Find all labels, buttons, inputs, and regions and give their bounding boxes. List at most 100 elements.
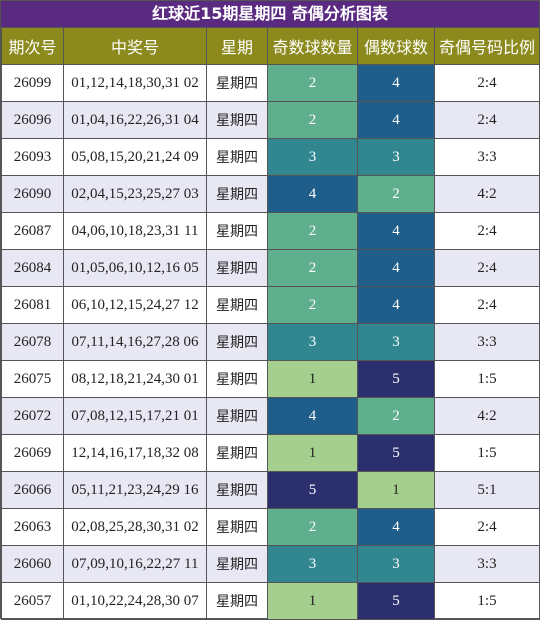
cell: 1 [267, 582, 358, 620]
data-row: 26066 05,11,21,23,24,29 16 星期四 5 1 5:1 [1, 471, 540, 509]
cell: 4 [357, 101, 435, 139]
cell: 2 [357, 397, 435, 435]
cell: 星期四 [206, 545, 268, 583]
cell: 26099 [1, 64, 64, 102]
cell: 05,11,21,23,24,29 16 [63, 471, 207, 509]
cell: 08,12,18,21,24,30 01 [63, 360, 207, 398]
cell: 3 [267, 138, 358, 176]
cell: 2:4 [434, 249, 540, 287]
cell: 星期四 [206, 323, 268, 361]
cell: 星期四 [206, 175, 268, 213]
cell: 01,05,06,10,12,16 05 [63, 249, 207, 287]
cell: 星期四 [206, 397, 268, 435]
cell: 5 [357, 434, 435, 472]
cell: 05,08,15,20,21,24 09 [63, 138, 207, 176]
cell: 1:5 [434, 434, 540, 472]
odd-even-table: 期次号 中奖号 星期 奇数球数量 偶数球数 奇偶号码比例 26099 01,12,14,18… [1, 27, 540, 620]
header-cell: 奇偶号码比例 [434, 27, 540, 65]
data-row: 26075 08,12,18,21,24,30 01 星期四 1 5 1:5 [1, 360, 540, 398]
cell: 星期四 [206, 64, 268, 102]
cell: 26075 [1, 360, 64, 398]
cell: 4 [357, 249, 435, 287]
data-row: 26093 05,08,15,20,21,24 09 星期四 3 3 3:3 [1, 138, 540, 176]
cell: 01,12,14,18,30,31 02 [63, 64, 207, 102]
cell: 2 [357, 175, 435, 213]
cell: 星期四 [206, 249, 268, 287]
data-row: 26090 02,04,15,23,25,27 03 星期四 4 2 4:2 [1, 175, 540, 213]
cell: 02,04,15,23,25,27 03 [63, 175, 207, 213]
header-cell: 奇数球数量 [267, 27, 358, 65]
cell: 2 [267, 286, 358, 324]
cell: 星期四 [206, 434, 268, 472]
cell: 2 [267, 508, 358, 546]
cell: 4 [357, 508, 435, 546]
cell: 2:4 [434, 64, 540, 102]
cell: 1 [267, 360, 358, 398]
cell: 星期四 [206, 138, 268, 176]
cell: 星期四 [206, 286, 268, 324]
cell: 3:3 [434, 138, 540, 176]
cell: 4 [267, 175, 358, 213]
cell: 3:3 [434, 545, 540, 583]
cell: 26087 [1, 212, 64, 250]
data-row: 26084 01,05,06,10,12,16 05 星期四 2 4 2:4 [1, 249, 540, 287]
cell: 1:5 [434, 360, 540, 398]
cell: 07,11,14,16,27,28 06 [63, 323, 207, 361]
data-row: 26072 07,08,12,15,17,21 01 星期四 4 2 4:2 [1, 397, 540, 435]
cell: 26084 [1, 249, 64, 287]
cell: 07,08,12,15,17,21 01 [63, 397, 207, 435]
cell: 2 [267, 101, 358, 139]
cell: 07,09,10,16,22,27 11 [63, 545, 207, 583]
cell: 2:4 [434, 101, 540, 139]
cell: 4 [267, 397, 358, 435]
cell: 星期四 [206, 360, 268, 398]
cell: 3 [357, 323, 435, 361]
cell: 5 [357, 360, 435, 398]
cell: 星期四 [206, 508, 268, 546]
cell: 4:2 [434, 397, 540, 435]
cell: 1 [357, 471, 435, 509]
cell: 12,14,16,17,18,32 08 [63, 434, 207, 472]
cell: 3 [357, 138, 435, 176]
data-row: 26063 02,08,25,28,30,31 02 星期四 2 4 2:4 [1, 508, 540, 546]
cell: 01,10,22,24,28,30 07 [63, 582, 207, 620]
cell: 2:4 [434, 212, 540, 250]
cell: 星期四 [206, 471, 268, 509]
cell: 26093 [1, 138, 64, 176]
cell: 5 [357, 582, 435, 620]
cell: 26060 [1, 545, 64, 583]
data-row: 26087 04,06,10,18,23,31 11 星期四 2 4 2:4 [1, 212, 540, 250]
cell: 3 [357, 545, 435, 583]
data-row: 26060 07,09,10,16,22,27 11 星期四 3 3 3:3 [1, 545, 540, 583]
data-row: 26078 07,11,14,16,27,28 06 星期四 3 3 3:3 [1, 323, 540, 361]
cell: 26081 [1, 286, 64, 324]
cell: 2:4 [434, 286, 540, 324]
header-row: 期次号 中奖号 星期 奇数球数量 偶数球数 奇偶号码比例 [1, 27, 540, 65]
cell: 26069 [1, 434, 64, 472]
cell: 星期四 [206, 101, 268, 139]
cell: 1:5 [434, 582, 540, 620]
header-cell: 偶数球数 [357, 27, 435, 65]
data-row: 26057 01,10,22,24,28,30 07 星期四 1 5 1:5 [1, 582, 540, 620]
cell: 2:4 [434, 508, 540, 546]
cell: 2 [267, 249, 358, 287]
cell: 3 [267, 545, 358, 583]
header-cell: 中奖号 [63, 27, 207, 65]
cell: 2 [267, 64, 358, 102]
cell: 3:3 [434, 323, 540, 361]
cell: 3 [267, 323, 358, 361]
cell: 26057 [1, 582, 64, 620]
cell: 星期四 [206, 582, 268, 620]
cell: 04,06,10,18,23,31 11 [63, 212, 207, 250]
header-cell: 期次号 [1, 27, 64, 65]
title: 红球近15期星期四 奇偶分析图表 [1, 1, 539, 27]
cell: 26066 [1, 471, 64, 509]
data-row: 26099 01,12,14,18,30,31 02 星期四 2 4 2:4 [1, 64, 540, 102]
cell: 01,04,16,22,26,31 04 [63, 101, 207, 139]
cell: 1 [267, 434, 358, 472]
data-row: 26096 01,04,16,22,26,31 04 星期四 2 4 2:4 [1, 101, 540, 139]
cell: 4 [357, 212, 435, 250]
cell: 26078 [1, 323, 64, 361]
data-row: 26081 06,10,12,15,24,27 12 星期四 2 4 2:4 [1, 286, 540, 324]
